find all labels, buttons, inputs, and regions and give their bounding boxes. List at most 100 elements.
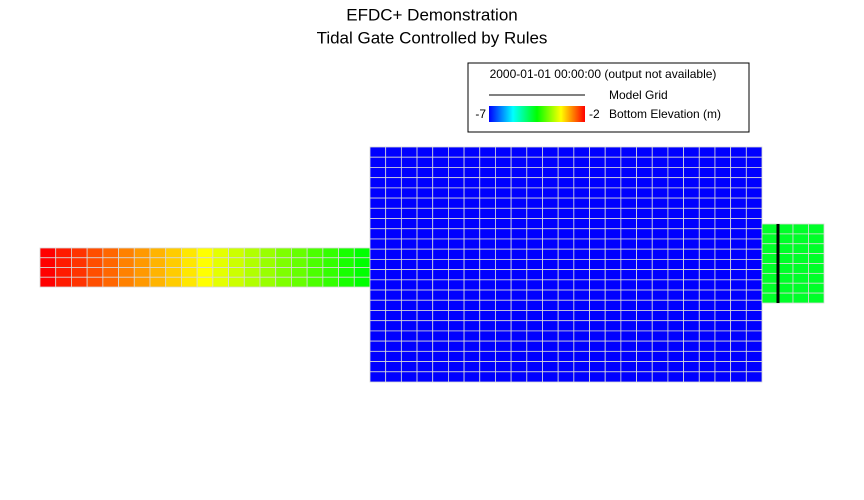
grid-cell bbox=[792, 282, 809, 294]
grid-cell bbox=[495, 371, 512, 383]
grid-cell bbox=[667, 218, 684, 230]
grid-cell bbox=[400, 279, 418, 291]
grid-cell bbox=[369, 146, 387, 158]
grid-cell bbox=[667, 146, 684, 158]
grid-cell bbox=[385, 310, 402, 322]
grid-cell bbox=[400, 371, 418, 383]
grid-cell bbox=[353, 257, 371, 268]
grid-cell bbox=[463, 269, 481, 281]
grid-cell bbox=[165, 247, 182, 259]
grid-cell bbox=[495, 289, 512, 301]
grid-cell bbox=[683, 299, 700, 311]
grid-cell bbox=[745, 310, 763, 322]
grid-cell bbox=[714, 187, 732, 199]
grid-cell bbox=[495, 248, 512, 260]
grid-cell bbox=[400, 167, 418, 179]
grid-cell bbox=[542, 350, 559, 362]
grid-cell bbox=[683, 258, 700, 271]
grid-cell bbox=[463, 371, 481, 383]
grid-cell bbox=[400, 350, 418, 362]
grid-cell bbox=[432, 156, 449, 168]
grid-cell bbox=[149, 257, 167, 268]
grid-cell bbox=[165, 267, 182, 278]
grid-cell bbox=[745, 350, 763, 362]
grid-cell bbox=[808, 253, 825, 264]
grid-cell bbox=[385, 350, 402, 362]
grid-cell bbox=[667, 156, 684, 168]
grid-cell bbox=[698, 269, 716, 281]
grid-cell bbox=[479, 269, 496, 281]
grid-cell bbox=[479, 320, 496, 332]
grid-cell bbox=[714, 207, 732, 219]
grid-cell bbox=[447, 207, 465, 219]
grid-cell bbox=[479, 310, 496, 322]
grid-cell bbox=[573, 177, 590, 189]
grid-cell bbox=[432, 177, 449, 189]
grid-cell bbox=[745, 146, 763, 158]
grid-cell bbox=[745, 156, 763, 168]
grid-cell bbox=[463, 279, 481, 291]
grid-cell bbox=[495, 177, 512, 189]
grid-cell bbox=[683, 248, 700, 260]
grid-cell bbox=[39, 247, 57, 259]
grid-cell bbox=[495, 156, 512, 168]
grid-cell bbox=[683, 238, 700, 250]
grid-cell bbox=[667, 350, 684, 362]
grid-cell bbox=[557, 289, 575, 301]
grid-cell bbox=[416, 146, 434, 158]
grid-cell bbox=[400, 248, 418, 260]
grid-cell bbox=[651, 289, 669, 301]
grid-cell bbox=[526, 289, 543, 301]
grid-cell bbox=[698, 340, 716, 352]
grid-cell bbox=[557, 197, 575, 209]
grid-cell bbox=[369, 340, 387, 352]
grid-cell bbox=[730, 340, 747, 352]
grid-cell bbox=[71, 267, 88, 278]
grid-cell bbox=[400, 258, 418, 271]
grid-cell bbox=[714, 197, 732, 209]
grid-cell bbox=[636, 320, 653, 332]
grid-cell bbox=[636, 289, 653, 301]
grid-cell bbox=[243, 247, 261, 259]
grid-cell bbox=[55, 267, 72, 278]
grid-cell bbox=[761, 223, 778, 235]
grid-cell bbox=[745, 187, 763, 199]
grid-cell bbox=[196, 276, 214, 288]
grid-cell bbox=[651, 340, 669, 352]
grid-cell bbox=[306, 267, 324, 278]
grid-cell bbox=[463, 238, 481, 250]
grid-cell bbox=[526, 228, 543, 240]
grid-cell bbox=[557, 207, 575, 219]
grid-cell bbox=[730, 310, 747, 322]
grid-cell bbox=[447, 197, 465, 209]
grid-cell bbox=[102, 276, 119, 288]
grid-cell bbox=[369, 218, 387, 230]
grid-cell bbox=[526, 299, 543, 311]
grid-cell bbox=[510, 299, 528, 311]
grid-cell bbox=[683, 371, 700, 383]
grid-cell bbox=[730, 228, 747, 240]
grid-cell bbox=[526, 238, 543, 250]
grid-cell bbox=[651, 177, 669, 189]
grid-cell bbox=[306, 247, 324, 259]
grid-cell bbox=[495, 218, 512, 230]
grid-cell bbox=[714, 269, 732, 281]
grid-cell bbox=[620, 177, 637, 189]
grid-cell bbox=[777, 292, 794, 304]
grid-cell bbox=[526, 320, 543, 332]
grid-cell bbox=[447, 156, 465, 168]
colorbar-max: -2 bbox=[589, 107, 600, 121]
grid-cell bbox=[495, 167, 512, 179]
grid-cell bbox=[745, 289, 763, 301]
grid-cell bbox=[636, 207, 653, 219]
grid-cell bbox=[369, 197, 387, 209]
grid-cell bbox=[542, 167, 559, 179]
grid-cell bbox=[620, 218, 637, 230]
grid-cell bbox=[416, 187, 434, 199]
grid-cell bbox=[338, 267, 355, 278]
grid-cell bbox=[479, 207, 496, 219]
grid-cell bbox=[698, 248, 716, 260]
grid-cell bbox=[714, 248, 732, 260]
grid-cell bbox=[745, 361, 763, 373]
grid-cell bbox=[463, 187, 481, 199]
